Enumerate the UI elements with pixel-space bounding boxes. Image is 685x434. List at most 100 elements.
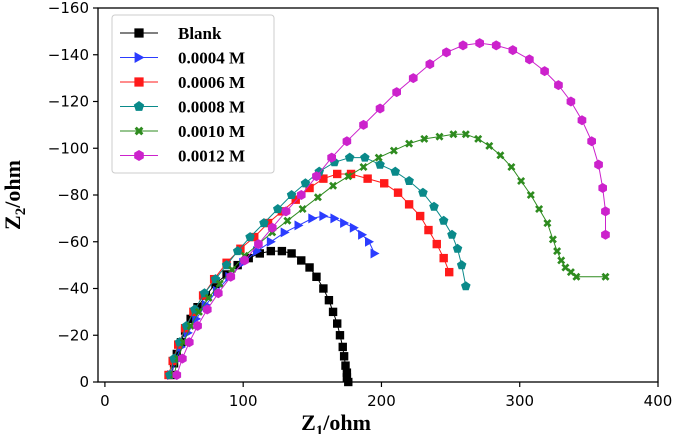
data-point <box>358 229 368 240</box>
data-point <box>172 370 182 380</box>
series-3 <box>164 169 454 380</box>
legend-label: 0.0004 M <box>178 49 245 68</box>
data-point <box>178 353 187 364</box>
data-point <box>424 225 433 235</box>
data-point <box>344 152 355 162</box>
data-point <box>548 235 557 244</box>
legend-box <box>111 14 275 174</box>
data-point <box>594 159 603 170</box>
data-point <box>572 272 581 281</box>
data-point <box>535 205 544 213</box>
data-point <box>342 368 352 377</box>
data-point <box>232 246 243 256</box>
legend-marker <box>134 77 144 87</box>
series-5 <box>170 130 610 379</box>
legend-entry: 0.0012 M <box>120 147 245 166</box>
data-point <box>339 352 349 361</box>
x-tick-label: 0 <box>100 392 110 410</box>
data-point <box>211 279 220 289</box>
data-point <box>601 229 610 240</box>
data-point <box>172 349 182 359</box>
data-point <box>324 295 334 305</box>
legend-entry: 0.0010 M <box>120 122 245 141</box>
legend-label: 0.0006 M <box>178 73 245 92</box>
data-point <box>439 253 448 263</box>
data-point <box>415 211 425 221</box>
data-point <box>319 211 329 222</box>
data-point <box>296 190 306 200</box>
data-point <box>456 260 467 270</box>
y-tick-label: 0 <box>79 373 89 391</box>
data-point <box>327 152 336 163</box>
x-tick-label: 200 <box>367 392 396 410</box>
data-point <box>461 281 471 291</box>
data-point <box>312 272 321 282</box>
data-point <box>338 342 347 352</box>
data-point <box>432 239 441 249</box>
data-point <box>267 222 277 233</box>
data-point <box>319 284 328 293</box>
legend-entry: 0.0004 M <box>120 49 245 68</box>
data-point <box>333 169 342 179</box>
data-point <box>447 229 457 239</box>
data-point <box>333 319 342 328</box>
data-point <box>392 87 401 98</box>
data-point <box>566 268 575 277</box>
data-point <box>253 246 263 257</box>
y-tick-label: −100 <box>48 139 89 157</box>
data-point <box>445 267 454 277</box>
axes: 0 100 200 300 400 0 −20 −40 −60 −80 −100 −120 −140 −1… <box>48 0 673 410</box>
data-point <box>266 236 276 247</box>
data-point <box>442 47 451 58</box>
y-tick-label: −20 <box>57 326 89 344</box>
data-point <box>598 183 607 193</box>
data-point <box>184 337 194 348</box>
data-point <box>192 313 202 324</box>
data-point <box>393 188 403 197</box>
x-tick-label: 300 <box>505 392 534 410</box>
data-point <box>474 134 483 143</box>
data-point <box>312 171 321 182</box>
data-point <box>458 40 468 51</box>
data-point <box>233 260 242 270</box>
data-point <box>308 213 318 224</box>
data-point <box>601 272 610 281</box>
data-point <box>507 163 516 171</box>
data-point <box>404 200 414 209</box>
data-point <box>553 247 562 256</box>
data-point <box>359 163 368 171</box>
data-point <box>342 373 352 382</box>
data-point <box>526 191 535 199</box>
data-point <box>305 183 314 193</box>
data-point <box>281 206 291 217</box>
data-point <box>204 293 213 302</box>
data-point <box>435 132 444 141</box>
data-point <box>341 361 350 370</box>
data-point <box>186 321 195 330</box>
data-point <box>390 166 400 176</box>
legend: Blank 0.0004 M 0.0006 M 0.0008 M 0.0010 M 0.0… <box>111 14 275 174</box>
data-point <box>438 215 449 225</box>
data-point <box>587 136 596 147</box>
legend-entry: 0.0008 M <box>120 98 245 117</box>
legend-label: 0.0010 M <box>178 122 245 141</box>
x-tick-label: 400 <box>644 392 673 410</box>
data-point <box>283 216 292 225</box>
data-point <box>277 246 287 256</box>
data-point <box>557 256 566 265</box>
data-point <box>273 204 283 214</box>
data-point <box>554 80 563 91</box>
data-point <box>280 227 290 238</box>
x-axis-title: Z1/ohm <box>301 410 371 434</box>
data-point <box>517 177 526 185</box>
data-point <box>449 130 458 139</box>
data-point <box>186 314 195 324</box>
data-point <box>286 190 297 199</box>
data-point <box>525 54 534 65</box>
data-point <box>255 249 264 258</box>
y-tick-label: −40 <box>57 280 89 298</box>
data-point <box>418 187 428 197</box>
data-point <box>300 178 311 188</box>
data-point <box>297 256 306 265</box>
data-point <box>349 222 359 233</box>
